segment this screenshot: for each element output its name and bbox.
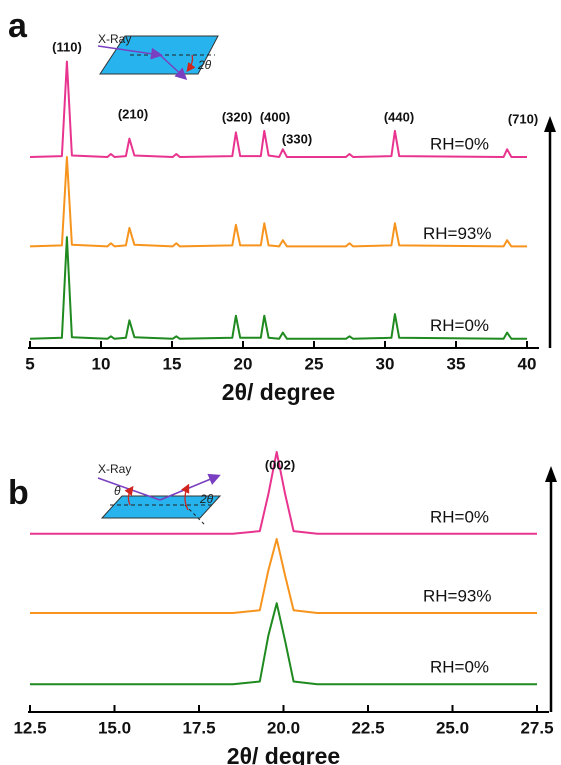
- series-line: [30, 451, 537, 535]
- x-tick-label: 15.0: [98, 718, 131, 737]
- series-line: [30, 602, 537, 686]
- series-label: RH=93%: [423, 224, 492, 243]
- x-tick-label: 20: [234, 354, 253, 373]
- inset-label: X-Ray: [98, 32, 131, 46]
- inset-label: θ: [114, 484, 121, 498]
- peak-label: (400): [260, 109, 290, 124]
- series-line: [29, 236, 527, 340]
- x-tick-label: 27.5: [520, 718, 553, 737]
- panel-label: a: [8, 7, 28, 45]
- peak-label: (330): [282, 131, 312, 146]
- x-tick-label: 40: [518, 354, 537, 373]
- x-tick-label: 25: [305, 354, 324, 373]
- peak-label: (320): [222, 109, 252, 124]
- x-tick-label: 30: [376, 354, 395, 373]
- panel-label: b: [8, 474, 29, 512]
- y-arrow-head: [544, 116, 556, 132]
- series-label: RH=0%: [430, 316, 489, 335]
- series-line: [30, 538, 537, 614]
- peak-label: (710): [508, 111, 538, 126]
- x-tick-label: 5: [25, 354, 34, 373]
- x-tick-label: 20.0: [267, 718, 300, 737]
- series-line: [29, 60, 527, 158]
- series-label: RH=0%: [430, 135, 489, 154]
- x-tick-label: 22.5: [351, 718, 384, 737]
- x-tick-label: 35: [447, 354, 466, 373]
- x-tick-label: 12.5: [13, 718, 46, 737]
- series-label: RH=93%: [423, 586, 492, 605]
- series-label: RH=0%: [430, 658, 489, 677]
- peak-label: (002): [265, 457, 295, 472]
- series-label: RH=0%: [430, 507, 489, 526]
- x-axis-label: 2θ/ degree: [227, 743, 340, 765]
- peak-label: (110): [52, 39, 82, 54]
- x-axis-label: 2θ/ degree: [222, 379, 335, 405]
- x-tick-label: 25.0: [436, 718, 469, 737]
- inset-label: X-Ray: [98, 462, 131, 476]
- x-tick-label: 15: [163, 354, 182, 373]
- series-line: [29, 156, 527, 248]
- x-tick-label: 17.5: [182, 718, 215, 737]
- peak-label: (210): [118, 106, 148, 121]
- x-tick-label: 10: [92, 354, 111, 373]
- inset-label: 2θ: [199, 492, 214, 506]
- inset-label: 2θ: [197, 58, 212, 72]
- y-arrow-head: [545, 466, 557, 482]
- peak-label: (440): [384, 109, 414, 124]
- inset-diagram: X-Ray 2θ: [97, 32, 219, 81]
- inset-diagram: X-Ray θ 2θ: [97, 462, 222, 526]
